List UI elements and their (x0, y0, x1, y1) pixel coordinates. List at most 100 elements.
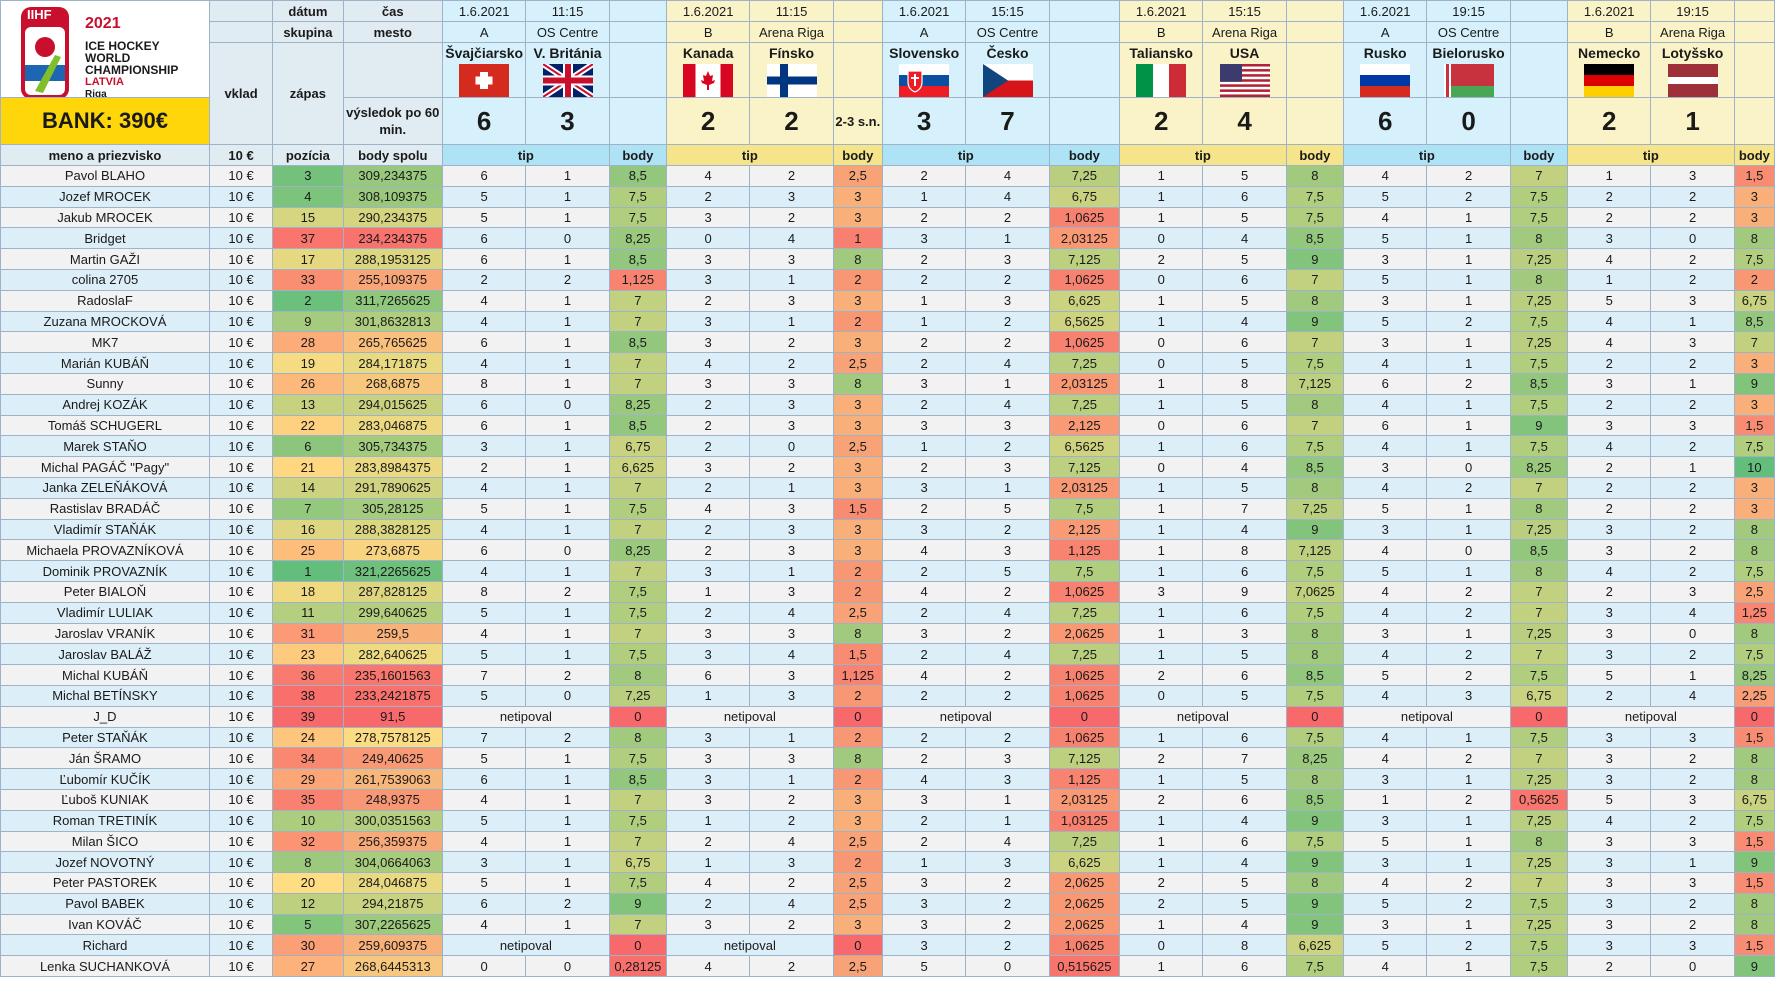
match-points: 7 (1733, 331, 1775, 354)
tip-away: 2 (525, 892, 610, 915)
player-deposit: 10 € (208, 352, 274, 374)
match-points: 2,0625 (1048, 892, 1121, 915)
tip-home: 5 (1342, 664, 1428, 686)
player-deposit: 10 € (208, 414, 274, 437)
tip-away: 2 (965, 622, 1050, 645)
player-points-total: 311,7265625 (342, 289, 443, 312)
tip-home: 4 (1342, 643, 1428, 666)
tip-away: 6 (1202, 414, 1287, 437)
match-date: 1.6.2021 (1342, 0, 1428, 22)
player-position: 26 (272, 372, 344, 395)
tip-home: 1 (1118, 643, 1204, 666)
tip-home: 3 (881, 518, 967, 541)
tip-away: 6 (1202, 435, 1287, 458)
tip-away: 2 (749, 456, 834, 478)
tip-home: 1 (1118, 913, 1204, 936)
player-deposit: 10 € (208, 435, 274, 458)
tip-away: 2 (525, 268, 610, 291)
tip-home: 0 (1118, 352, 1204, 374)
tip-home: 4 (1566, 310, 1652, 333)
tip-home: 2 (881, 206, 967, 229)
tip-away: 2 (1426, 372, 1511, 395)
tip-away: 2 (1650, 185, 1735, 208)
tip-away: 1 (525, 352, 610, 374)
tip-away: 8 (1202, 539, 1287, 562)
player-row: Jaroslav VRANÍK 10 €31 259,5 4 1 7 3 3 8 3 2 2,0625… (0, 622, 1775, 645)
player-points-total: 287,828125 (342, 580, 443, 603)
tip-away: 4 (1202, 310, 1287, 333)
player-name: Dominik PROVAZNÍK (0, 560, 210, 582)
tip-away: 1 (525, 643, 610, 666)
tip-home: 3 (1566, 726, 1652, 749)
blank-cell (1048, 0, 1121, 22)
player-name: Martin GAŽI (0, 248, 210, 270)
player-deposit: 10 € (208, 788, 274, 811)
tip-home: 4 (1566, 248, 1652, 270)
match-points: 9 (1285, 851, 1345, 874)
tip-away: 2 (1650, 206, 1735, 229)
tip-home: 2 (1566, 497, 1652, 520)
player-position: 28 (272, 331, 344, 354)
tip-home: 3 (881, 372, 967, 395)
player-deposit: 10 € (208, 664, 274, 686)
player-row: RadoslaF 10 €2 311,7265625 4 1 7 2 3 3 1 3 6,625 1 5 8… (0, 289, 1775, 312)
match-points: 0 (1048, 705, 1121, 728)
tip-home: 1 (1118, 518, 1204, 541)
tip-home: 3 (665, 788, 751, 811)
match-group: A (881, 21, 967, 43)
match-points: 7,5 (1509, 352, 1569, 374)
team-home-cell: Taliansko (1118, 42, 1204, 98)
player-points-total: 268,6445313 (342, 955, 443, 978)
tip-home: 5 (1342, 934, 1428, 957)
player-row: Peter PASTOREK 10 €20 284,046875 5 1 7,5 4 2 2,5… (0, 872, 1775, 894)
match-points: 0 (1285, 705, 1345, 728)
match-time: 11:15 (749, 0, 834, 22)
score-home: 2 (665, 97, 751, 145)
match-points: 7,5 (1285, 560, 1345, 582)
match-points: 3 (1733, 206, 1775, 229)
tip-home: 5 (1566, 289, 1652, 312)
team-home-cell: Nemecko (1566, 42, 1652, 98)
match-points: 3 (832, 809, 883, 832)
tip-home: 2 (881, 165, 967, 187)
tip-away: 2 (965, 664, 1050, 686)
player-position: 5 (272, 913, 344, 936)
match-points: 1,03125 (1048, 809, 1121, 832)
tip-home: 3 (1566, 851, 1652, 874)
tip-away: 4 (1202, 518, 1287, 541)
player-row: Michal PAGÁČ "Pagy" 10 €21 283,8984375 2 1 6,… (0, 456, 1775, 478)
tip-away: 1 (1426, 913, 1511, 936)
tip-home: 2 (881, 830, 967, 853)
player-name: Roman TRETINÍK (0, 809, 210, 832)
tip-home: 3 (665, 331, 751, 354)
tip-home: 0 (1118, 268, 1204, 291)
tip-home: 1 (1118, 289, 1204, 312)
col-points: body (1048, 144, 1121, 166)
match-points: 1,0625 (1048, 934, 1121, 957)
player-row: Richard 10 €30 259,609375 netipoval 0 netipov… (0, 934, 1775, 957)
tip-home: 0 (1118, 934, 1204, 957)
match-points: 7,25 (1509, 289, 1569, 312)
match-points: 7,5 (1048, 560, 1121, 582)
tip-away: 3 (749, 664, 834, 686)
match-points: 2,125 (1048, 414, 1121, 437)
match-points: 1,125 (1048, 768, 1121, 790)
match-points: 0,28125 (608, 955, 667, 978)
match-points: 7,25 (608, 684, 667, 707)
tip-home: 3 (881, 227, 967, 250)
player-points-total: 259,609375 (342, 934, 443, 957)
tip-away: 1 (525, 601, 610, 624)
match-points: 9 (1733, 851, 1775, 874)
tip-away: 1 (1426, 227, 1511, 250)
tip-home: 6 (441, 892, 527, 915)
tip-away: 5 (1202, 289, 1287, 312)
team-away-name: Bielorusko (1432, 45, 1505, 61)
tip-home: 3 (1566, 601, 1652, 624)
player-position: 25 (272, 539, 344, 562)
tip-away: 1 (965, 788, 1050, 811)
tip-away: 4 (1650, 684, 1735, 707)
match-points: 7 (1509, 601, 1569, 624)
tip-away: 2 (1650, 539, 1735, 562)
player-row: Zuzana MROCKOVÁ 10 €9 301,8632813 4 1 7 3 1 2 1 2 6… (0, 310, 1775, 333)
tip-away: 3 (749, 622, 834, 645)
